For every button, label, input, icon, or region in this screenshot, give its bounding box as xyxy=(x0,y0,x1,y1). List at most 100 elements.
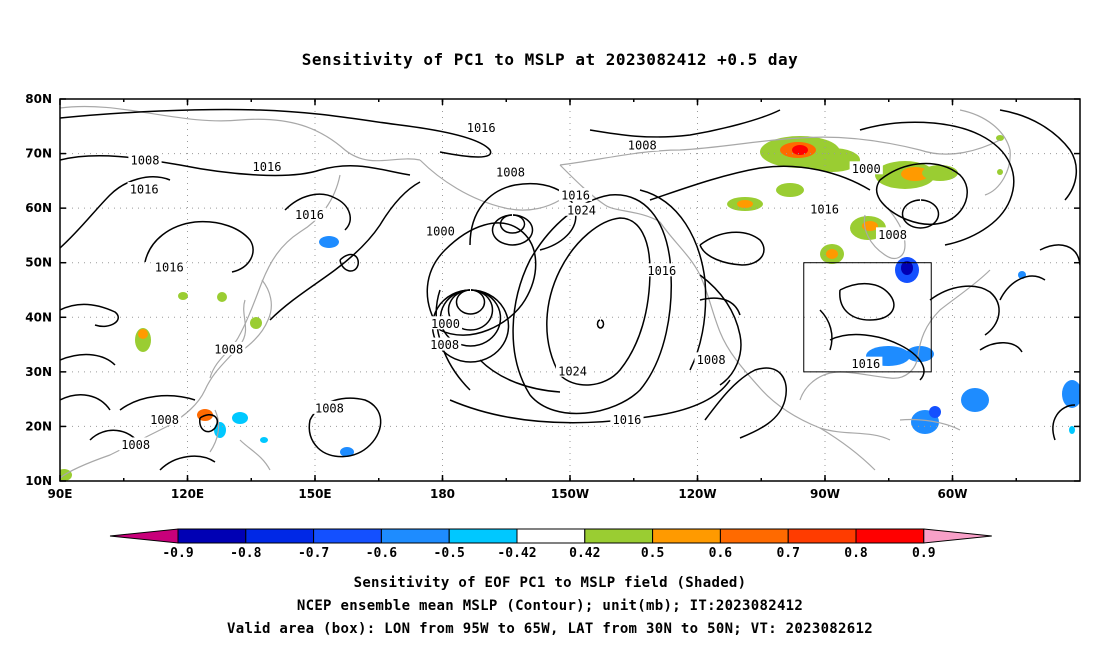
mslp-isobar xyxy=(431,289,510,363)
lon-label: 120W xyxy=(678,487,716,501)
valid-area-box xyxy=(803,262,932,373)
mslp-isobar xyxy=(1052,404,1076,441)
sensitivity-shade xyxy=(922,165,958,181)
sensitivity-shade xyxy=(997,169,1003,175)
lon-label: 60W xyxy=(938,487,968,501)
lon-label: 90E xyxy=(48,487,73,501)
mslp-isobar xyxy=(469,183,577,251)
mslp-isobar xyxy=(999,109,1077,201)
contour-label-bg xyxy=(423,224,457,238)
colorbar-extend-max xyxy=(923,528,992,544)
sensitivity-shade xyxy=(737,200,753,208)
contour-label: 1016 xyxy=(561,189,590,203)
contour-label-bg xyxy=(849,356,883,370)
sensitivity-shade xyxy=(214,422,226,438)
sensitivity-shade xyxy=(178,292,188,300)
contour-label-bg xyxy=(645,263,679,277)
mslp-isobar xyxy=(699,297,741,316)
contour-label-bg xyxy=(428,337,462,351)
contour-label: 1016 xyxy=(295,208,324,222)
mslp-isobar xyxy=(269,181,421,321)
coastline xyxy=(60,299,247,479)
coastline xyxy=(419,159,561,211)
contour-label-bg xyxy=(250,159,284,173)
contour-label-bg xyxy=(610,412,644,426)
contour-label: 1008 xyxy=(697,353,726,367)
contour-label: 1008 xyxy=(121,438,150,452)
colorbar-segment xyxy=(787,528,857,544)
contour-label-bg xyxy=(312,400,347,414)
mslp-isobar xyxy=(596,319,605,329)
contour-label: 1016 xyxy=(851,357,880,371)
contour-label-bg xyxy=(493,165,528,179)
mslp-isobar xyxy=(589,109,781,138)
mslp-isobar xyxy=(60,108,492,158)
lat-label: 40N xyxy=(25,310,52,324)
contour-label: 1000 xyxy=(852,162,881,176)
contour-label: 1016 xyxy=(810,203,839,217)
coastline xyxy=(819,418,961,471)
mslp-isobar xyxy=(829,333,925,381)
colorbar-label: -0.42 xyxy=(497,546,536,561)
colorbar-segment xyxy=(313,528,382,544)
contour-label-bg xyxy=(625,137,659,151)
mslp-isobar xyxy=(60,154,411,177)
lat-label: 80N xyxy=(25,92,52,106)
sensitivity-shade xyxy=(319,236,339,248)
colorbar-label: -0.8 xyxy=(230,546,261,561)
footer-contour-caption: NCEP ensemble mean MSLP (Contour); unit(… xyxy=(296,598,804,614)
contour-label: 1008 xyxy=(496,166,525,180)
lat-label: 50N xyxy=(25,256,52,270)
coastline xyxy=(559,164,661,223)
coastline xyxy=(863,199,906,259)
mslp-isobar xyxy=(455,289,486,315)
contour-label-bg xyxy=(564,202,599,216)
contour-label: 1008 xyxy=(315,401,344,415)
colorbar-label: 0.9 xyxy=(912,546,935,561)
coastline xyxy=(799,269,991,401)
lon-label: 150E xyxy=(298,487,331,501)
colorbar-segment xyxy=(448,528,518,544)
sensitivity-shade xyxy=(961,388,989,412)
lon-label: 120E xyxy=(171,487,204,501)
lat-label: 10N xyxy=(25,474,52,488)
colorbar-segment xyxy=(855,528,925,544)
contour-label-bg xyxy=(212,341,246,355)
mslp-isobar xyxy=(819,309,833,351)
colorbar-segment xyxy=(719,528,789,544)
contour-label: 1024 xyxy=(567,203,596,217)
coastline xyxy=(959,109,1011,196)
mslp-isobar xyxy=(859,121,1015,246)
contour-label: 1000 xyxy=(426,225,455,239)
contour-label-bg xyxy=(464,120,498,134)
mslp-isobar xyxy=(60,303,119,327)
mslp-isobar xyxy=(491,214,534,246)
contour-label: 1016 xyxy=(467,121,496,135)
contour-label: 1008 xyxy=(131,154,160,168)
contour-label: 1016 xyxy=(253,160,282,174)
sensitivity-shade xyxy=(260,437,268,443)
contour-label-bg xyxy=(147,412,182,426)
lon-label: 90W xyxy=(810,487,840,501)
axis-labels: 90E 120E 150E 180 150W 120W 90W 60W 80N 70N 60N 50N… xyxy=(25,92,967,501)
mslp-isobar xyxy=(999,275,1046,301)
mslp-isobar xyxy=(284,193,351,231)
colorbar-label: 0.6 xyxy=(709,546,733,561)
mslp-isobar xyxy=(308,397,382,458)
mslp-isobar xyxy=(699,231,765,266)
map-title: Sensitivity of PC1 to MSLP at 2023082412… xyxy=(301,50,799,69)
sensitivity-shade xyxy=(906,346,934,362)
contour-label-bg xyxy=(555,363,590,377)
colorbar-segment xyxy=(177,528,247,544)
contour-label: 1008 xyxy=(628,138,657,152)
mslp-isobar xyxy=(649,165,871,201)
colorbar-label: 0.42 xyxy=(569,546,600,561)
colorbar-extend-min xyxy=(109,528,179,544)
lon-label: 180 xyxy=(430,487,455,501)
sensitivity-shade xyxy=(217,292,227,302)
mslp-isobar xyxy=(447,289,494,331)
mslp-isobar xyxy=(119,394,196,411)
coastline xyxy=(209,409,271,471)
contour-label: 1016 xyxy=(155,261,184,275)
contour-label: 1024 xyxy=(558,364,587,378)
